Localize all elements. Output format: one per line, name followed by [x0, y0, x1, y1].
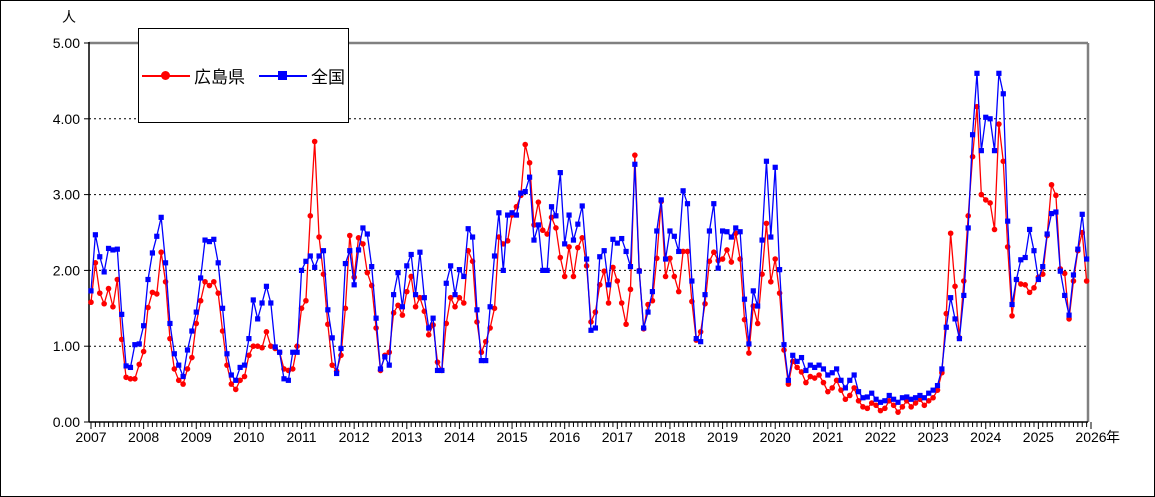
x-tick-label: 2018	[654, 429, 685, 445]
zenkoku-line-marker-icon	[259, 70, 307, 82]
y-tick-label: 4.00	[53, 111, 80, 127]
legend-label-zenkoku: 全国	[311, 68, 345, 87]
x-tick-label: 2019	[707, 429, 738, 445]
x-axis-unit-label: 年	[1106, 429, 1120, 445]
x-tick-label: 2014	[444, 429, 475, 445]
hiroshima-line-marker-icon	[142, 70, 190, 82]
x-tick-label: 2024	[970, 429, 1001, 445]
series-zenkoku	[88, 70, 1090, 405]
x-tick-label: 2008	[128, 429, 159, 445]
y-tick-label: 5.00	[53, 35, 80, 51]
legend-label-hiroshima: 広島県	[194, 68, 245, 87]
x-tick-label: 2011	[286, 429, 316, 445]
y-axis-unit-label: 人	[62, 9, 76, 25]
x-tick-label: 2023	[918, 429, 949, 445]
y-axis: 0.00 1.00 2.00 3.00 4.00 5.00 人	[53, 9, 89, 430]
y-tick-label: 3.00	[53, 187, 80, 203]
x-tick-label: 2009	[181, 429, 212, 445]
x-tick-label: 2016	[549, 429, 580, 445]
x-tick-label: 2013	[391, 429, 422, 445]
gridlines	[89, 118, 1088, 347]
chart-legend: 広島県 全国	[138, 28, 349, 123]
x-tick-label: 2007	[75, 429, 106, 445]
x-tick-label: 2026	[1075, 429, 1106, 445]
x-tick-label: 2012	[339, 429, 370, 445]
y-tick-label: 2.00	[53, 262, 80, 278]
y-tick-label: 0.00	[53, 414, 80, 430]
x-tick-label: 2015	[496, 429, 527, 445]
x-tick-label: 2022	[865, 429, 896, 445]
x-tick-label: 2025	[1023, 429, 1054, 445]
y-tick-label: 1.00	[53, 338, 80, 354]
legend-item-zenkoku: 全国	[259, 63, 345, 88]
x-axis: 2007 2008 2009 2010 2011 2012 2013 2014 2015 2016…	[75, 422, 1120, 445]
x-tick-label: 2010	[233, 429, 264, 445]
x-tick-label: 2017	[602, 429, 633, 445]
x-tick-label: 2020	[760, 429, 791, 445]
x-tick-label: 2021	[812, 429, 843, 445]
legend-item-hiroshima: 広島県	[142, 63, 245, 88]
